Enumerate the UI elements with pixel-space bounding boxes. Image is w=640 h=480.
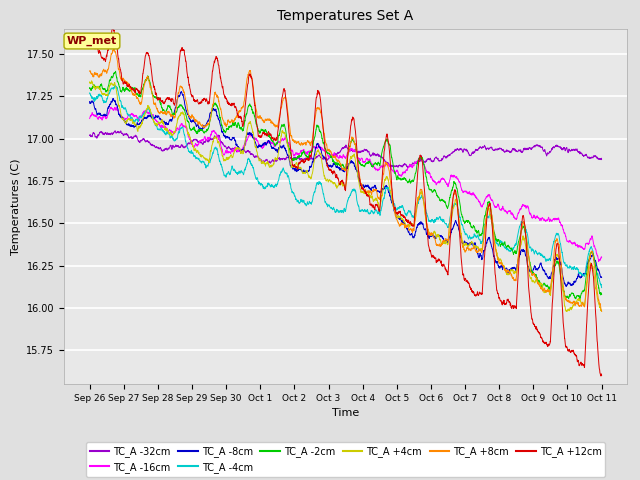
TC_A -16cm <box>588 234 596 240</box>
TC_A -16cm <box>305 149 312 155</box>
TC_A -16cm <box>598 254 605 260</box>
Line: TC_A -4cm: TC_A -4cm <box>90 85 602 288</box>
TC_A -2cm <box>532 275 540 280</box>
TC_A -32cm <box>282 155 290 160</box>
TC_A -32cm <box>175 144 182 150</box>
TC_A -8cm <box>563 284 570 289</box>
TC_A -4cm <box>86 90 93 96</box>
Line: TC_A +12cm: TC_A +12cm <box>90 27 602 376</box>
TC_A +12cm <box>532 324 540 330</box>
TC_A +8cm <box>598 308 605 314</box>
Line: TC_A +4cm: TC_A +4cm <box>90 81 602 312</box>
TC_A -4cm <box>305 202 312 207</box>
Line: TC_A -16cm: TC_A -16cm <box>90 107 602 262</box>
TC_A +8cm <box>305 139 312 145</box>
TC_A +4cm <box>86 80 93 86</box>
TC_A +4cm <box>88 78 95 84</box>
TC_A +12cm <box>86 43 93 48</box>
TC_A +12cm <box>305 156 312 161</box>
TC_A +4cm <box>175 115 182 121</box>
TC_A +8cm <box>532 276 540 281</box>
TC_A -2cm <box>175 103 182 109</box>
TC_A +4cm <box>144 103 152 109</box>
TC_A +8cm <box>175 91 182 96</box>
TC_A -8cm <box>144 114 152 120</box>
TC_A -4cm <box>588 245 596 251</box>
TC_A -2cm <box>112 69 120 74</box>
Legend: TC_A -32cm, TC_A -16cm, TC_A -8cm, TC_A -4cm, TC_A -2cm, TC_A +4cm, TC_A +8cm, T: TC_A -32cm, TC_A -16cm, TC_A -8cm, TC_A … <box>86 442 605 477</box>
Line: TC_A -8cm: TC_A -8cm <box>90 92 602 287</box>
Title: Temperatures Set A: Temperatures Set A <box>278 10 413 24</box>
TC_A -2cm <box>598 291 605 297</box>
TC_A -32cm <box>598 156 605 162</box>
TC_A -32cm <box>588 155 596 161</box>
TC_A -32cm <box>305 156 312 161</box>
TC_A -16cm <box>144 110 152 116</box>
TC_A -32cm <box>144 138 152 144</box>
TC_A +12cm <box>598 372 605 378</box>
TC_A +4cm <box>532 277 540 283</box>
TC_A -4cm <box>598 285 605 290</box>
TC_A -8cm <box>86 99 93 105</box>
TC_A -2cm <box>572 296 579 301</box>
Line: TC_A -32cm: TC_A -32cm <box>90 131 602 168</box>
TC_A +8cm <box>110 46 118 51</box>
TC_A -16cm <box>532 214 540 220</box>
TC_A -2cm <box>588 250 596 255</box>
TC_A -2cm <box>282 131 290 137</box>
Text: WP_met: WP_met <box>67 36 117 46</box>
TC_A -8cm <box>175 94 182 99</box>
TC_A -4cm <box>175 129 182 135</box>
TC_A -8cm <box>305 169 312 175</box>
TC_A -32cm <box>533 142 541 148</box>
TC_A +12cm <box>588 263 596 269</box>
X-axis label: Time: Time <box>332 408 359 418</box>
Line: TC_A +8cm: TC_A +8cm <box>90 48 602 311</box>
TC_A +12cm <box>282 98 290 104</box>
TC_A -8cm <box>282 148 290 154</box>
TC_A +4cm <box>563 309 571 314</box>
TC_A -4cm <box>144 105 152 111</box>
TC_A +8cm <box>86 68 93 74</box>
TC_A +8cm <box>144 74 152 80</box>
TC_A -16cm <box>86 116 93 121</box>
TC_A -2cm <box>305 154 312 160</box>
TC_A +12cm <box>108 24 116 30</box>
TC_A +4cm <box>305 172 312 178</box>
TC_A -32cm <box>86 132 93 138</box>
TC_A +12cm <box>597 373 605 379</box>
TC_A -4cm <box>532 250 540 256</box>
TC_A +4cm <box>598 308 605 314</box>
TC_A -8cm <box>598 275 605 280</box>
TC_A +12cm <box>144 51 152 57</box>
TC_A +4cm <box>282 135 290 141</box>
TC_A +8cm <box>282 96 290 102</box>
TC_A -32cm <box>111 128 119 134</box>
TC_A -8cm <box>588 253 596 259</box>
TC_A -16cm <box>175 127 182 133</box>
TC_A +12cm <box>175 66 182 72</box>
TC_A -16cm <box>282 137 290 143</box>
TC_A -8cm <box>177 89 185 95</box>
TC_A -8cm <box>532 266 540 272</box>
TC_A -16cm <box>108 104 115 110</box>
TC_A -2cm <box>86 85 93 91</box>
TC_A -16cm <box>595 259 602 264</box>
TC_A -4cm <box>111 83 119 88</box>
TC_A -2cm <box>144 75 152 81</box>
TC_A -32cm <box>404 165 412 170</box>
TC_A +8cm <box>588 249 596 254</box>
Y-axis label: Temperatures (C): Temperatures (C) <box>11 158 21 255</box>
TC_A +4cm <box>588 262 596 267</box>
TC_A -4cm <box>282 170 290 176</box>
Line: TC_A -2cm: TC_A -2cm <box>90 72 602 299</box>
